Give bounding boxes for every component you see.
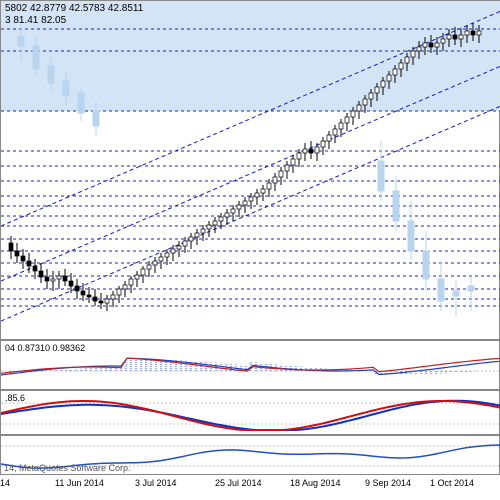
ohlc-readout-2: 3 81.41 82.05 (5, 15, 66, 26)
indicator-panel-1[interactable]: 04 0.87310 0.98362 (0, 340, 500, 390)
time-axis-label: 1 Oct 2014 (430, 478, 474, 488)
time-axis-label: 25 Jul 2014 (215, 478, 262, 488)
main-price-panel[interactable]: 5802 42.8779 42.5783 42.8511 3 81.41 82.… (0, 0, 500, 340)
ohlc-readout-1: 5802 42.8779 42.5783 42.8511 (5, 3, 143, 14)
indicator-2-svg (1, 391, 500, 436)
indicator-1-label: 04 0.87310 0.98362 (5, 343, 85, 353)
time-axis-label: 9 Sep 2014 (365, 478, 411, 488)
main-chart-svg (1, 1, 500, 341)
indicator-2-label: .85.6 (5, 393, 25, 403)
time-axis-label: 11 Jun 2014 (55, 478, 104, 488)
time-axis-label: 18 Aug 2014 (290, 478, 341, 488)
chart-container: 5802 42.8779 42.5783 42.8511 3 81.41 82.… (0, 0, 500, 500)
time-axis: 2014 11 Jun 2014 3 Jul 2014 25 Jul 2014 18 A… (0, 475, 500, 500)
time-axis-label: 2014 (0, 478, 10, 488)
time-axis-label: 3 Jul 2014 (135, 478, 177, 488)
indicator-panel-2[interactable]: .85.6 (0, 390, 500, 435)
copyright-text: 14, MetaQuotes Software Corp. (4, 463, 131, 473)
